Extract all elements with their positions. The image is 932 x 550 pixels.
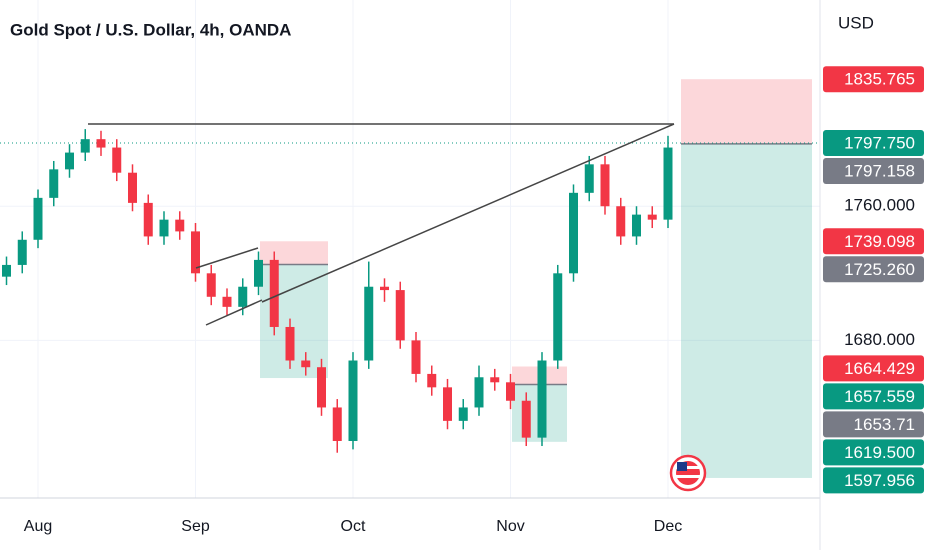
price-tag-label: 1619.500 bbox=[844, 443, 915, 462]
candle-body bbox=[33, 197, 43, 240]
price-tag-label: 1597.956 bbox=[844, 471, 915, 490]
candle-body bbox=[65, 152, 74, 170]
trend-line bbox=[261, 123, 675, 303]
target-zone bbox=[681, 143, 812, 478]
candle-body bbox=[553, 273, 563, 361]
price-tag-label: 1657.559 bbox=[844, 387, 915, 406]
price-tag bbox=[823, 228, 924, 255]
chart-title: Gold Spot / U.S. Dollar, 4h, OANDA bbox=[10, 20, 291, 39]
price-tag-label: 1835.765 bbox=[844, 70, 915, 89]
candle-body bbox=[443, 387, 452, 421]
price-tag bbox=[823, 66, 924, 93]
price-tag-label: 1797.750 bbox=[844, 133, 915, 152]
x-tick-label: Sep bbox=[181, 518, 210, 535]
candles bbox=[2, 129, 673, 453]
price-tag-label: 1725.260 bbox=[844, 260, 915, 279]
price-tag bbox=[823, 129, 924, 156]
candle-body bbox=[537, 360, 547, 438]
stop-zone bbox=[260, 241, 328, 265]
candle-body bbox=[569, 192, 578, 274]
candle-body bbox=[222, 296, 232, 307]
price-tag-label: 1653.71 bbox=[854, 415, 915, 434]
price-tag-label: 1797.158 bbox=[844, 161, 915, 180]
candle-body bbox=[2, 264, 11, 277]
x-tick-label: Oct bbox=[341, 518, 366, 535]
price-tag-label: 1739.098 bbox=[844, 232, 915, 251]
candle-body bbox=[80, 139, 90, 153]
candle-body bbox=[427, 373, 437, 388]
candle-body bbox=[96, 139, 106, 148]
price-tag bbox=[823, 157, 924, 184]
candle-body bbox=[238, 286, 248, 307]
currency-label: USD bbox=[838, 13, 874, 32]
wedge-line bbox=[205, 299, 263, 326]
price-tag bbox=[823, 467, 924, 494]
flag-icon bbox=[669, 454, 707, 492]
candle-body bbox=[285, 326, 295, 361]
grid bbox=[0, 0, 820, 498]
candle-body bbox=[584, 164, 594, 193]
candle-body bbox=[474, 377, 484, 408]
candle-body bbox=[647, 214, 657, 220]
candle-body bbox=[663, 147, 673, 220]
candle-body bbox=[17, 239, 27, 265]
candle-body bbox=[254, 259, 263, 287]
wedge-line bbox=[195, 247, 259, 269]
candle-body bbox=[632, 214, 641, 237]
candle-body bbox=[206, 273, 216, 297]
x-tick-label: Dec bbox=[654, 518, 682, 535]
stop-zone bbox=[681, 79, 812, 144]
price-tag bbox=[823, 439, 924, 466]
candle-body bbox=[175, 219, 185, 232]
candle-body bbox=[317, 367, 326, 408]
candle-body bbox=[49, 169, 59, 198]
candle-body bbox=[490, 377, 500, 383]
candle-body bbox=[159, 219, 169, 237]
candle-body bbox=[521, 400, 531, 438]
candle-body bbox=[506, 382, 515, 401]
candle-body bbox=[301, 360, 311, 368]
price-tag bbox=[823, 256, 924, 283]
price-tag bbox=[823, 411, 924, 438]
candle-body bbox=[395, 290, 405, 341]
drawings bbox=[88, 123, 675, 326]
candle-body bbox=[143, 202, 153, 237]
y-tick-label: 1760.000 bbox=[844, 196, 915, 215]
candle-body bbox=[191, 231, 200, 274]
price-tag bbox=[823, 383, 924, 410]
y-tick-label: 1680.000 bbox=[844, 330, 915, 349]
candle-body bbox=[112, 147, 122, 173]
candle-body bbox=[269, 259, 279, 327]
price-tags: 1680.000 1760.000 1797.750 1739.098 1725.260… bbox=[823, 66, 924, 494]
candle-body bbox=[380, 286, 389, 291]
price-tag-label: 1664.429 bbox=[844, 359, 915, 378]
candle-body bbox=[332, 407, 342, 441]
x-tick-label: Aug bbox=[24, 518, 52, 535]
candle-body bbox=[411, 340, 421, 374]
candle-body bbox=[364, 286, 374, 361]
price-tag bbox=[823, 355, 924, 382]
candle-body bbox=[616, 206, 626, 237]
candle-body bbox=[600, 164, 610, 207]
candle-body bbox=[458, 407, 468, 421]
candle-body bbox=[348, 360, 358, 441]
x-tick-label: Nov bbox=[496, 518, 524, 535]
candle-body bbox=[128, 172, 137, 203]
